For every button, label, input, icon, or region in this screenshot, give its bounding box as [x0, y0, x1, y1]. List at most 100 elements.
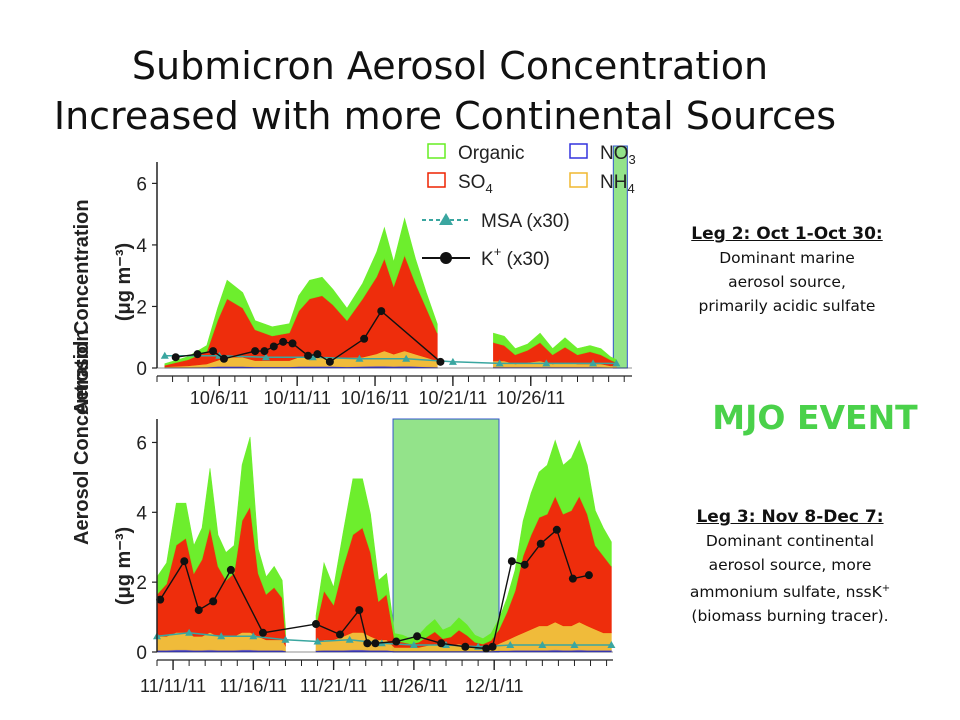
k-point: [209, 347, 218, 356]
k-point: [437, 639, 446, 648]
k-point: [269, 342, 278, 351]
k-point: [392, 637, 401, 646]
highlight-box: [392, 418, 500, 653]
k-point: [377, 307, 386, 316]
x-tick-label: 10/26/11: [496, 388, 565, 408]
leg2-line-1: Dominant marine: [719, 249, 855, 267]
x-tick-label: 10/11/11: [263, 388, 330, 408]
legend-label-k: K+ (x30): [481, 244, 550, 270]
msa-point: [355, 354, 364, 362]
title-line-2: Increased with more Continental Sources: [53, 94, 837, 138]
leg2-annotation: Leg 2: Oct 1-Oct 30: Dominant marine aer…: [652, 222, 922, 318]
k-point: [226, 565, 235, 574]
k-point: [156, 595, 165, 604]
msa-point: [313, 637, 322, 645]
panel-2: 0 2 4 6 11/11/11 11/16/11 11/21/11 11/26/11 12/1…: [71, 329, 616, 696]
k-point: [194, 606, 203, 615]
x-tick-label: 12/1/11: [465, 676, 524, 696]
legend-swatch-no3: [569, 143, 588, 159]
k-point: [568, 574, 577, 583]
y-tick-label: 0: [136, 643, 147, 664]
k-point: [219, 354, 228, 363]
x-tick-label: 10/16/11: [341, 388, 410, 408]
x-tick-label: 10/6/11: [190, 388, 249, 408]
k-point: [288, 339, 297, 348]
y-tick-label: 4: [136, 236, 147, 257]
k-point: [584, 571, 593, 580]
legend-swatch-nh4: [569, 172, 588, 188]
legend-marker-k: [440, 252, 452, 264]
legend-label-organic: Organic: [458, 143, 525, 164]
legend-marker-msa: [439, 213, 453, 225]
msa-point: [217, 632, 226, 640]
msa-point: [612, 359, 621, 367]
y-tick-label: 6: [136, 174, 147, 195]
y-axis-label: Aerosol Concentration: [71, 329, 93, 545]
k-point: [413, 632, 422, 641]
y-axis-label: Aerosol Concentration: [71, 199, 93, 415]
k-point: [279, 337, 288, 346]
msa-point: [409, 641, 418, 649]
leg2-line-2: aerosol source,: [728, 273, 846, 291]
k-point: [360, 334, 369, 343]
organic-area-1-0: [164, 217, 438, 366]
legend-label-no3: NO3: [600, 143, 636, 167]
x-tick-label: 11/26/11: [380, 676, 447, 696]
y-axis-unit: (μg m⁻³): [113, 527, 135, 605]
msa-point: [570, 641, 579, 649]
leg2-heading: Leg 2: Oct 1-Oct 30:: [691, 224, 883, 244]
legend-label-so4: SO4: [458, 172, 493, 196]
msa-point: [607, 641, 616, 649]
leg3-line-2: aerosol source, more: [708, 556, 872, 574]
title-line-1: Submicron Aerosol Concentration: [131, 44, 769, 88]
y-tick-label: 2: [136, 297, 147, 318]
k-point: [371, 639, 380, 648]
msa-point: [185, 628, 194, 636]
legend-label-nh4: NH4: [600, 172, 635, 196]
msa-point: [495, 359, 504, 367]
legend-swatch-so4: [427, 172, 446, 188]
leg3-line-4: (biomass burning tracer).: [691, 607, 889, 626]
legend: Organic NO3 SO4 NH4 MSA (x30) K+ (x30): [422, 143, 636, 270]
x-tick-label: 10/21/11: [419, 388, 488, 408]
y-tick-label: 6: [136, 433, 147, 454]
legend-swatch-organic: [427, 143, 446, 159]
leg3-line-1: Dominant continental: [705, 532, 875, 550]
msa-point: [506, 641, 515, 649]
k-point: [311, 620, 320, 629]
mjo-event-label: MJO EVENT: [712, 398, 918, 437]
k-point: [258, 628, 267, 637]
msa-point: [589, 359, 598, 367]
msa-point: [281, 635, 290, 643]
y-tick-label: 2: [136, 573, 147, 594]
panel-1: 0 2 4 6 10/6/11 10/11/11 10/16/11 10/21/11 10/26…: [71, 145, 632, 415]
leg3-line-3-sup: +: [881, 583, 891, 594]
leg3-heading: Leg 3: Nov 8-Dec 7:: [696, 507, 884, 527]
msa-point: [538, 641, 547, 649]
legend-label-msa: MSA (x30): [481, 211, 570, 232]
k-point: [251, 347, 260, 356]
msa-point: [345, 635, 354, 643]
k-point: [355, 606, 364, 615]
k-point: [461, 642, 470, 651]
leg3-annotation: Leg 3: Nov 8-Dec 7: Dominant continental…: [640, 505, 940, 628]
msa-point: [402, 354, 411, 362]
x-tick-label: 11/16/11: [220, 676, 287, 696]
organic-area-2-0: [156, 436, 286, 636]
k-point: [325, 357, 334, 366]
k-point: [336, 630, 345, 639]
msa-point: [448, 357, 457, 365]
k-point: [193, 350, 202, 359]
k-point: [171, 353, 180, 362]
k-point: [488, 642, 497, 651]
leg3-line-3: ammonium sulfate, nssK+: [640, 577, 940, 604]
y-tick-label: 0: [136, 359, 147, 380]
k-point: [209, 597, 218, 606]
k-point: [520, 560, 529, 569]
y-tick-label: 4: [136, 503, 147, 524]
msa-point: [262, 353, 271, 361]
k-point: [552, 525, 561, 534]
k-point: [482, 644, 491, 653]
msa-point: [542, 359, 551, 367]
k-point: [507, 557, 516, 566]
